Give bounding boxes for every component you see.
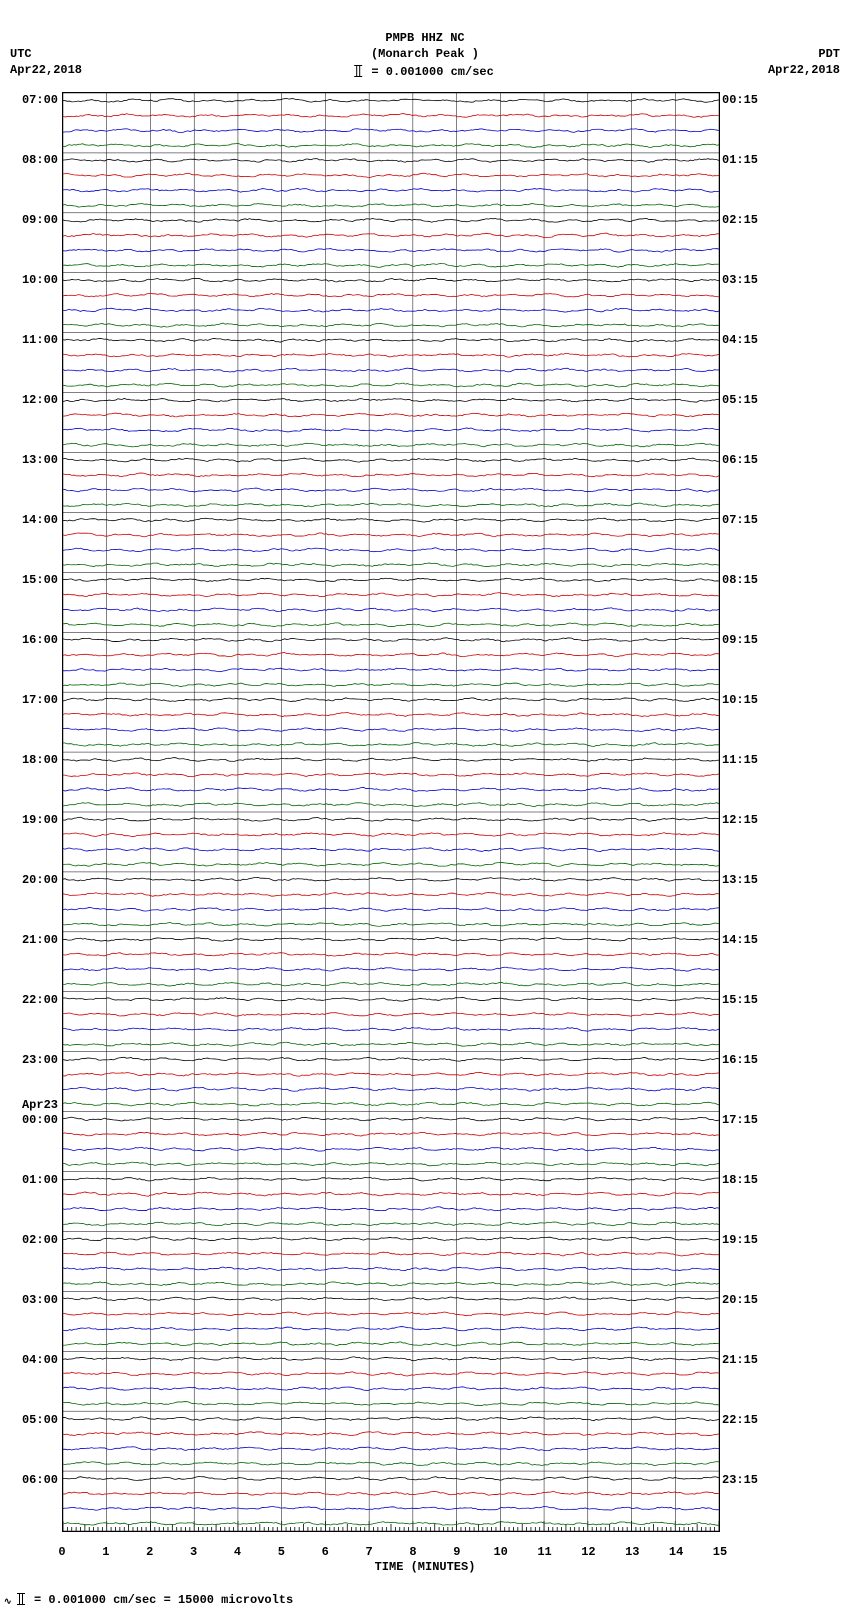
tz-left-label: UTC (10, 46, 82, 62)
x-tick-label: 2 (146, 1545, 153, 1559)
right-time-label: 01:15 (722, 153, 778, 167)
seismogram-page: UTC Apr22,2018 PMPB HHZ NC (Monarch Peak… (0, 0, 850, 1613)
station-label: PMPB HHZ NC (356, 30, 494, 46)
left-time-label: 10:00 (2, 273, 58, 287)
x-tick-label: 10 (493, 1545, 507, 1559)
left-time-label: 12:00 (2, 393, 58, 407)
footnote: ∿ = 0.001000 cm/sec = 15000 microvolts (4, 1593, 293, 1607)
x-tick-label: 4 (234, 1545, 241, 1559)
left-time-label: 02:00 (2, 1233, 58, 1247)
left-time-label: 07:00 (2, 93, 58, 107)
right-time-label: 04:15 (722, 333, 778, 347)
location-label: (Monarch Peak ) (356, 46, 494, 62)
right-time-label: 19:15 (722, 1233, 778, 1247)
left-time-label: 20:00 (2, 873, 58, 887)
left-time-label: 22:00 (2, 993, 58, 1007)
left-time-label: Apr23 (2, 1098, 58, 1112)
header-left: UTC Apr22,2018 (10, 46, 82, 78)
right-time-label: 03:15 (722, 273, 778, 287)
scale-line: = 0.001000 cm/sec (356, 64, 494, 80)
plot-svg (63, 93, 719, 1531)
left-time-label: 05:00 (2, 1413, 58, 1427)
right-time-label: 23:15 (722, 1473, 778, 1487)
left-time-label: 15:00 (2, 573, 58, 587)
x-tick-label: 13 (625, 1545, 639, 1559)
x-tick-label: 0 (58, 1545, 65, 1559)
x-tick-label: 12 (581, 1545, 595, 1559)
x-tick-label: 7 (365, 1545, 372, 1559)
right-time-label: 09:15 (722, 633, 778, 647)
right-time-label: 17:15 (722, 1113, 778, 1127)
left-time-label: 09:00 (2, 213, 58, 227)
footnote-text: = 0.001000 cm/sec = 15000 microvolts (34, 1593, 293, 1607)
right-time-label: 02:15 (722, 213, 778, 227)
right-time-label: 08:15 (722, 573, 778, 587)
x-tick-label: 6 (322, 1545, 329, 1559)
right-time-label: 15:15 (722, 993, 778, 1007)
x-tick-label: 3 (190, 1545, 197, 1559)
x-tick-label: 8 (409, 1545, 416, 1559)
left-time-label: 06:00 (2, 1473, 58, 1487)
footnote-wave-icon: ∿ (4, 1597, 12, 1607)
left-time-label: 01:00 (2, 1173, 58, 1187)
x-tick-label: 15 (713, 1545, 727, 1559)
x-tick-label: 9 (453, 1545, 460, 1559)
right-time-label: 18:15 (722, 1173, 778, 1187)
x-tick-label: 1 (102, 1545, 109, 1559)
left-time-label: 03:00 (2, 1293, 58, 1307)
right-time-label: 11:15 (722, 753, 778, 767)
left-time-label: 08:00 (2, 153, 58, 167)
right-time-label: 07:15 (722, 513, 778, 527)
left-time-label: 16:00 (2, 633, 58, 647)
right-time-label: 06:15 (722, 453, 778, 467)
right-time-label: 05:15 (722, 393, 778, 407)
right-time-label: 21:15 (722, 1353, 778, 1367)
left-time-label: 21:00 (2, 933, 58, 947)
right-time-label: 00:15 (722, 93, 778, 107)
scale-text: = 0.001000 cm/sec (371, 65, 493, 79)
left-time-label: 13:00 (2, 453, 58, 467)
right-time-label: 16:15 (722, 1053, 778, 1067)
seismogram-plot (62, 92, 720, 1532)
right-time-label: 14:15 (722, 933, 778, 947)
x-tick-label: 11 (537, 1545, 551, 1559)
header-right: PDT Apr22,2018 (768, 46, 840, 78)
header-center: PMPB HHZ NC (Monarch Peak ) = 0.001000 c… (356, 30, 494, 81)
x-axis-label: TIME (MINUTES) (375, 1560, 476, 1574)
right-time-label: 22:15 (722, 1413, 778, 1427)
x-tick-label: 5 (278, 1545, 285, 1559)
date-right-label: Apr22,2018 (768, 62, 840, 78)
left-time-label: 17:00 (2, 693, 58, 707)
right-time-label: 10:15 (722, 693, 778, 707)
left-time-label: 18:00 (2, 753, 58, 767)
left-time-label: 14:00 (2, 513, 58, 527)
left-time-label: 19:00 (2, 813, 58, 827)
right-time-label: 12:15 (722, 813, 778, 827)
scale-bar-icon (356, 65, 360, 77)
left-time-label: 04:00 (2, 1353, 58, 1367)
x-tick-label: 14 (669, 1545, 683, 1559)
left-time-label: 00:00 (2, 1113, 58, 1127)
left-time-label: 23:00 (2, 1053, 58, 1067)
footnote-scale-bar-icon (19, 1593, 23, 1605)
tz-right-label: PDT (768, 46, 840, 62)
left-time-label: 11:00 (2, 333, 58, 347)
date-left-label: Apr22,2018 (10, 62, 82, 78)
right-time-label: 13:15 (722, 873, 778, 887)
right-time-label: 20:15 (722, 1293, 778, 1307)
